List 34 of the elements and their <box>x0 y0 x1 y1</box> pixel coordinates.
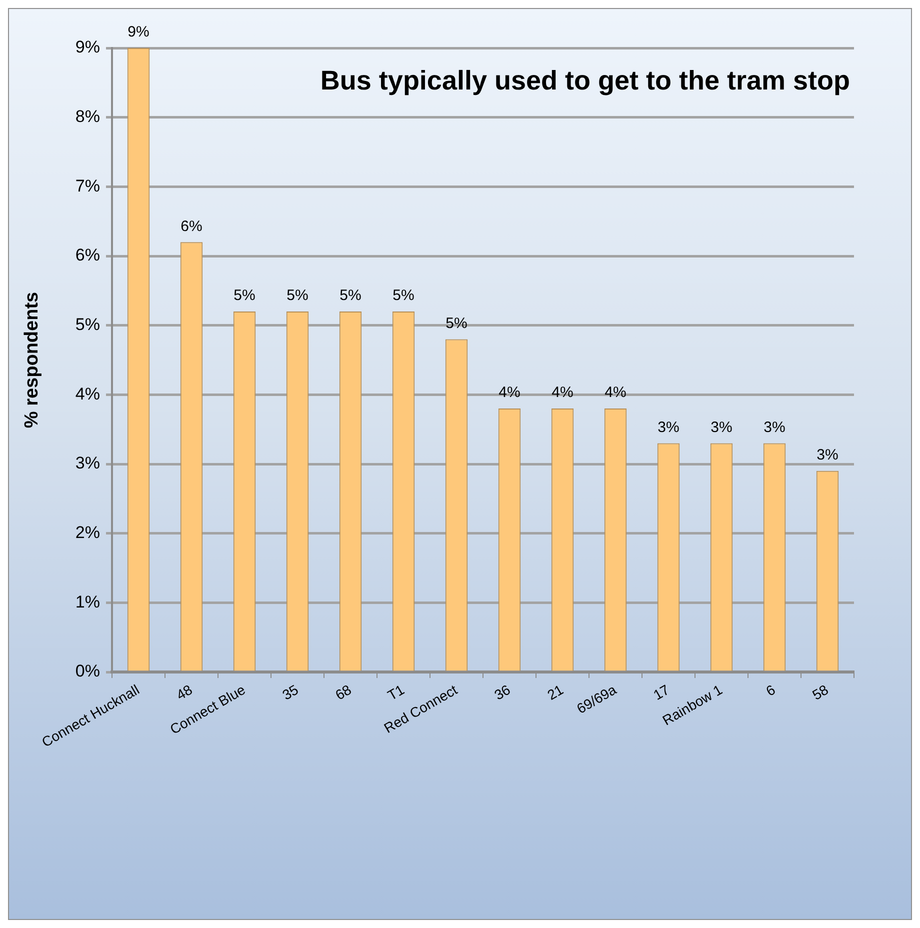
data-label: 3% <box>764 418 786 436</box>
x-tick-label: 58 <box>809 681 832 704</box>
y-tick-label: 2% <box>75 523 100 542</box>
y-tick-label: 8% <box>75 107 100 126</box>
y-tick-label: 9% <box>75 38 100 57</box>
y-tick-label: 7% <box>75 176 100 196</box>
x-tick-label: 21 <box>544 681 566 704</box>
data-label: 5% <box>446 314 468 332</box>
data-label: 5% <box>340 287 362 304</box>
data-label: 9% <box>128 24 150 41</box>
data-label: 5% <box>286 287 308 304</box>
data-label: 4% <box>552 384 574 402</box>
x-tick-label: 6 <box>763 681 778 700</box>
data-label: 3% <box>816 446 838 464</box>
y-tick-label: 3% <box>75 454 100 473</box>
data-label: 3% <box>658 418 680 436</box>
data-label: 5% <box>234 287 256 304</box>
y-tick-label: 1% <box>75 592 100 612</box>
x-tick-label: 35 <box>279 681 302 704</box>
y-tick-label: 0% <box>75 662 100 681</box>
data-label: 3% <box>710 418 732 436</box>
y-tick-label: 5% <box>75 315 100 334</box>
data-label: 4% <box>498 384 520 402</box>
data-label: 5% <box>392 287 414 304</box>
x-tick-label: T1 <box>384 681 408 704</box>
y-tick-label: 6% <box>75 246 100 265</box>
y-axis-title: % respondents <box>22 292 43 428</box>
data-label: 6% <box>180 218 202 235</box>
x-tick-label: 36 <box>491 681 514 704</box>
data-label: 4% <box>604 384 626 402</box>
y-tick-label: 4% <box>75 384 100 404</box>
x-tick-label: 48 <box>173 681 196 704</box>
x-tick-label: 68 <box>332 681 354 704</box>
text: Bus typically used to get to the tram stop <box>320 65 850 96</box>
